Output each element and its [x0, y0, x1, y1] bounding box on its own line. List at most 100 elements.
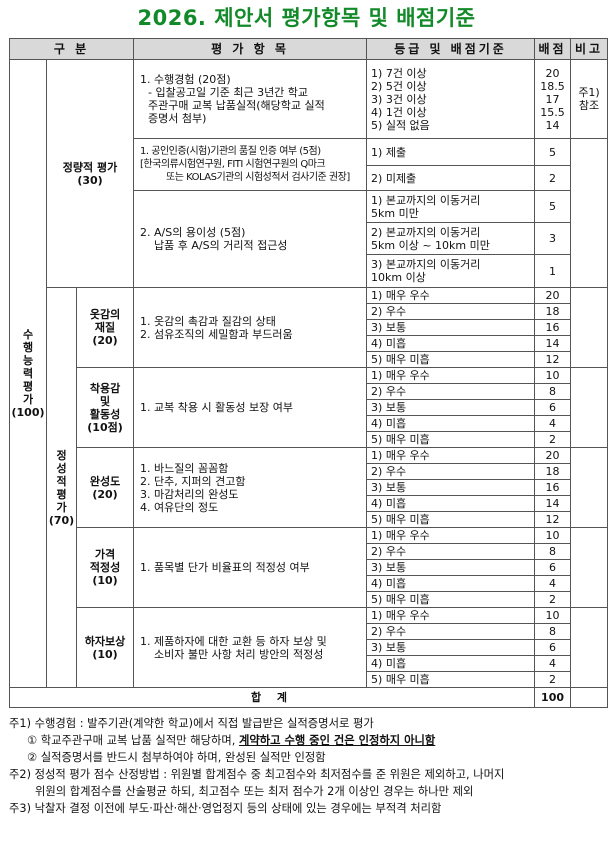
grade-criteria: 2) 우수: [366, 543, 536, 560]
table-row: 가격 적정성 (10) 1. 품목별 단가 비율표의 적정성 여부 1) 매우 우수…: [10, 527, 609, 608]
footnotes: 주1) 수행경험 : 발주기관(계약한 학교)에서 직접 발급받은 실적증명서로…: [9, 715, 609, 817]
grade-score: 12: [534, 511, 572, 528]
footnote-1a: ① 학교주관구매 교복 납품 실적만 해당하며, 계약하고 수행 중인 건은 인…: [9, 732, 609, 749]
item-line: 1. 교복 착용 시 활동성 보장 여부: [140, 401, 293, 414]
grade-criteria: 2) 우수: [366, 463, 536, 480]
grade-score: 4: [534, 575, 572, 592]
item-line: 소비자 불만 사항 처리 방안의 적정성: [154, 647, 324, 661]
grade-score: 16: [534, 319, 572, 336]
footnote-3: 주3) 낙찰자 결정 이전에 부도·파산·해산·영업정지 등의 상태에 있는 경…: [9, 802, 442, 815]
grade-score: 2: [534, 431, 572, 448]
grade-criteria: 1) 본교까지의 이동거리 5km 미만: [366, 190, 536, 223]
header-item: 평 가 항 목: [133, 38, 368, 60]
qual-item-3: 1. 바느질의 꼼꼼함 2. 단추, 지퍼의 견고함 3. 마감처리의 완성도 4. …: [133, 447, 368, 528]
footnote-2-cont: 위원의 합계점수를 산술평균 하되, 최고점수 또는 최저 점수가 2개 이상인…: [35, 785, 474, 798]
item-line: [한국의류시험연구원, FITI 시험연구원의 Q마크: [140, 159, 326, 170]
quant-item-1: 1. 수행경험 (20점) - 입찰공고일 기준 최근 3년간 학교 주관구매 교복…: [133, 59, 368, 139]
item-line: 1. 옷감의 촉감과 질감의 상태: [140, 314, 276, 328]
header-note: 비고: [570, 38, 609, 60]
table-row: 2. A/S의 용이성 (5점) 납품 후 A/S의 거리적 접근성 1) 본교까지…: [10, 190, 608, 288]
total-row: 합 계 100: [8, 687, 609, 708]
item-line: 3. 마감처리의 완성도: [140, 487, 239, 501]
grade-score: 18: [534, 303, 572, 320]
qual-subcategory-2: 착용감 및 활동성 (10점): [75, 367, 135, 448]
note-cell-empty: [570, 607, 609, 688]
item-line: 1. 품목별 단가 비율표의 적정성 여부: [140, 561, 310, 574]
item-line: 2. 섬유조직의 세밀함과 부드러움: [140, 327, 293, 341]
footnote-1b: ② 실적증명서를 반드시 첨부하여야 하며, 완성된 실적만 인정함: [27, 751, 326, 764]
table-row: 2) 우수 8: [10, 543, 608, 560]
qual-item-5: 1. 제품하자에 대한 교환 등 하자 보상 및 소비자 불만 사항 처리 방안의…: [133, 607, 368, 688]
grade-criteria: 2) 우수: [366, 623, 536, 640]
table-row: 3) 보통 16: [10, 319, 608, 336]
item-line: 1. 제품하자에 대한 교환 등 하자 보상 및: [140, 634, 327, 648]
footnote-1a-emphasis: 계약하고 수행 중인 건은 인정하지 아니함: [238, 734, 436, 747]
grade-criteria: 4) 미흡: [366, 655, 536, 672]
header-criteria: 등급 및 배점기준: [366, 38, 536, 60]
grade-score: 14: [534, 335, 572, 352]
table-row: 정 성 적 평 가 (70) 옷감의 재질 (20) 1. 옷감의 촉감과 질감의 …: [10, 287, 609, 688]
qual-item-1: 1. 옷감의 촉감과 질감의 상태 2. 섬유조직의 세밀함과 부드러움: [133, 287, 368, 368]
item-line: 또는 KOLAS기관의 시험성적서 검사기준 권장]: [166, 172, 350, 183]
qual-item-2: 1. 교복 착용 시 활동성 보장 여부: [133, 367, 368, 448]
qual-subcategory-1: 옷감의 재질 (20): [75, 287, 135, 368]
grade-score: 10: [534, 527, 572, 544]
grade-criteria: 1) 매우 우수: [366, 287, 536, 304]
note-cell-empty: [570, 287, 609, 368]
grade-criteria: 2) 우수: [366, 383, 536, 400]
grade-score: 3: [534, 222, 572, 255]
table-row: 3) 본교까지의 이동거리 10km 이상 1: [10, 254, 608, 288]
item-line: 1. 공인인증(시험)기관의 품질 인증 여부 (5점): [140, 146, 321, 157]
table-row: 5) 매우 미흡 2: [10, 671, 608, 688]
table-row: 수 행 능 력 평 가 (100) 정량적 평가 (30) 1. 수행경험 (20점…: [9, 59, 609, 688]
grade-score: 18: [534, 463, 572, 480]
grade-score: 8: [534, 623, 572, 640]
table-row: 4) 미흡 14: [10, 495, 608, 512]
grade-score: 1: [534, 254, 572, 288]
item-line: 2. A/S의 용이성 (5점): [140, 226, 246, 239]
grade-score: 4: [534, 655, 572, 672]
note-cell-empty: [570, 367, 609, 448]
grade-criteria: 1) 7건 이상 2) 5건 이상 3) 3건 이상 4) 1건 이상 5) 실…: [366, 59, 536, 139]
category-quantitative: 정량적 평가 (30): [45, 59, 135, 288]
table-row: 3) 보통 6: [10, 639, 608, 656]
grade-score: 5: [534, 190, 572, 223]
grade-criteria: 4) 미흡: [366, 415, 536, 432]
grade-criteria: 2) 우수: [366, 303, 536, 320]
item-line: 주관구매 교복 납품실적(해당학교 실적: [148, 99, 325, 112]
grade-criteria: 1) 매우 우수: [366, 527, 536, 544]
table-row: 착용감 및 활동성 (10점) 1. 교복 착용 시 활동성 보장 여부 1) 매우…: [10, 367, 609, 448]
note-cell-empty: [570, 527, 609, 608]
grade-score: 8: [534, 383, 572, 400]
grade-criteria: 3) 보통: [366, 559, 536, 576]
total-note-empty: [570, 687, 609, 708]
grade-criteria: 2) 본교까지의 이동거리 5km 이상 ~ 10km 미만: [366, 222, 536, 255]
note-cell: 주1) 참조: [570, 59, 609, 139]
grade-score: 20: [534, 287, 572, 304]
item-line: 4. 여유단의 정도: [140, 500, 219, 514]
qual-subcategory-3: 완성도 (20): [75, 447, 135, 528]
table-row: 5) 매우 미흡 12: [10, 351, 608, 368]
table-row: 2) 우수 8: [10, 623, 608, 640]
table-row: 4) 미흡 14: [10, 335, 608, 352]
table-row: 완성도 (20) 1. 바느질의 꼼꼼함 2. 단추, 지퍼의 견고함 3. 마감처리…: [10, 447, 609, 528]
grade-criteria: 3) 보통: [366, 319, 536, 336]
grade-criteria: 3) 보통: [366, 399, 536, 416]
table-row: 5) 매우 미흡 12: [10, 511, 608, 528]
grade-criteria: 1) 매우 우수: [366, 447, 536, 464]
grade-score: 10: [534, 367, 572, 384]
grade-criteria: 1) 매우 우수: [366, 607, 536, 624]
item-line: 1. 수행경험 (20점): [140, 73, 231, 86]
item-line: 1. 바느질의 꼼꼼함: [140, 461, 229, 475]
grade-score: 2: [534, 165, 572, 191]
page-title: 2026. 제안서 평가항목 및 배점기준: [137, 6, 476, 30]
qual-subcategory-4: 가격 적정성 (10): [75, 527, 135, 608]
grade-criteria: 1) 제출: [366, 138, 536, 166]
table-row: 하자보상 (10) 1. 제품하자에 대한 교환 등 하자 보상 및 소비자 불만 …: [10, 607, 609, 688]
item-line: 증명서 첨부): [148, 112, 207, 125]
item-line: - 입찰공고일 기준 최근 3년간 학교: [148, 86, 309, 99]
total-label: 합 계: [8, 687, 536, 708]
footnote-2: 주2) 정성적 평가 점수 산정방법 : 위원별 합계점수 중 최고점수와 최저…: [9, 768, 505, 781]
